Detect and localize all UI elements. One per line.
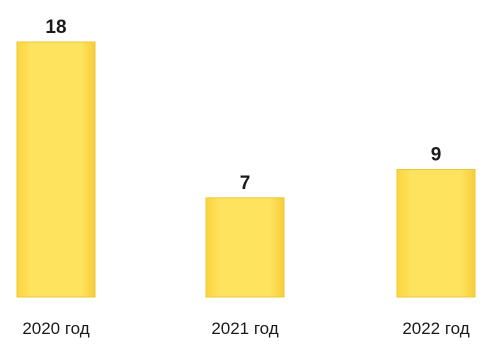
bars-group [16,41,476,298]
bar-1 [16,41,96,298]
category-label-1: 2020 год [22,319,89,338]
value-label-1: 18 [45,17,66,38]
value-label-3: 9 [431,145,442,166]
category-labels-group: 2020 год 2021 год 2022 год [22,319,469,338]
category-label-3: 2022 год [402,319,469,338]
bar-2 [205,197,285,298]
bar-3 [396,169,476,298]
category-label-2: 2021 год [211,319,278,338]
value-label-2: 7 [240,173,251,194]
